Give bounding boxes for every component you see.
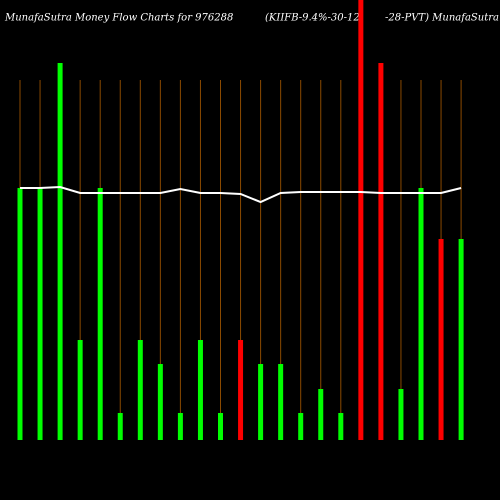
bar [218,413,223,440]
bar [438,239,444,440]
bar [318,389,324,440]
chart-title: MunafaSutra Money Flow Charts for 976288 [4,13,233,24]
bar [77,340,83,440]
bar [37,188,43,440]
bar [137,340,143,440]
bar [378,63,384,440]
bar [57,63,63,440]
bar [338,413,344,440]
bar [458,239,464,440]
bar [117,413,123,440]
money-flow-line [20,185,462,204]
bar [258,364,264,440]
chart-title: (KIIFB-9.4%-30-12 [265,13,360,24]
bar [298,413,304,440]
bar [97,188,103,440]
bar [358,0,364,440]
chart-title: -28-PVT) MunafaSutra.com [385,13,500,24]
bar [278,364,284,440]
bar [177,413,183,440]
bar [17,188,23,440]
bar [418,188,424,440]
bar [398,389,404,440]
bar [157,364,163,440]
bar [238,340,244,440]
bar [197,340,203,440]
